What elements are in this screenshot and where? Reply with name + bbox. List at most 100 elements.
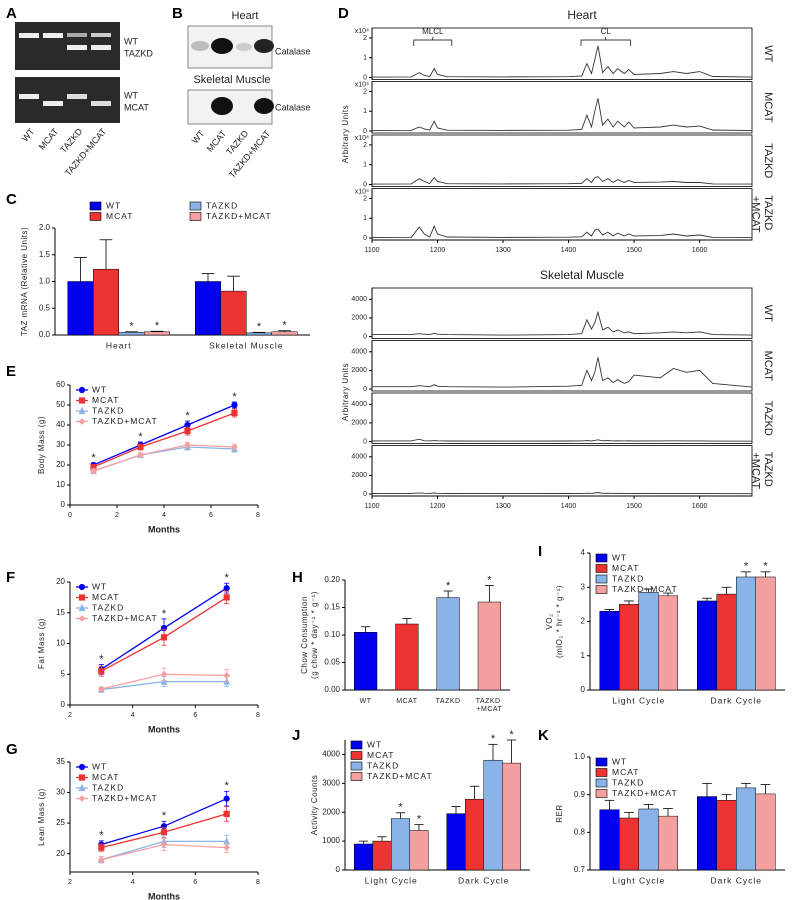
legend-label: WT — [367, 739, 382, 749]
marker — [98, 856, 105, 864]
y-tick-label: 1.0 — [39, 277, 51, 286]
marker — [223, 810, 230, 818]
y-axis-label: Lean Mass (g) — [37, 788, 46, 846]
bar — [716, 593, 737, 691]
x-tick-label: 6 — [193, 712, 197, 719]
significance-star: * — [185, 410, 190, 422]
gel-bottom — [15, 77, 120, 123]
significance-star: * — [398, 802, 403, 814]
y-tick-label: 0.00 — [324, 685, 340, 694]
y-tick-label: 1 — [581, 651, 586, 660]
bar — [658, 595, 678, 691]
x-tick-label: 4 — [162, 512, 166, 519]
y-scale-label: x10⁴ — [355, 188, 369, 195]
lane-label: WT — [20, 126, 37, 144]
x-tick-label: 4 — [131, 879, 135, 886]
bar — [736, 787, 756, 871]
y-tick-label: 1000 — [322, 836, 340, 845]
y-tick-label: 2 — [363, 142, 367, 149]
marker — [160, 634, 168, 641]
y-tick-label: 30 — [56, 788, 65, 797]
spectrum-line — [371, 176, 753, 185]
y-tick-label: 0 — [61, 700, 66, 709]
subplot-frame — [371, 134, 753, 187]
panel-label: J — [292, 727, 300, 744]
y-tick-label: 1 — [363, 215, 367, 222]
blot-skeletal — [187, 89, 274, 125]
y-tick-label: 0 — [363, 181, 367, 188]
legend-label: MCAT — [612, 563, 639, 573]
y-axis-label: Arbitrary Units — [341, 363, 350, 421]
legend-swatch — [595, 768, 608, 777]
x-tick-label: 1500 — [626, 503, 642, 510]
y-tick-label: 2000 — [322, 807, 340, 816]
x-tick-label: 1600 — [692, 503, 708, 510]
significance-star: * — [225, 572, 230, 584]
y-scale-label: x10⁴ — [355, 135, 369, 142]
bar — [755, 576, 776, 691]
annotation-bracket — [580, 37, 631, 46]
bar — [436, 597, 460, 691]
bar — [638, 592, 659, 691]
legend-swatch — [189, 212, 202, 221]
y-tick-label: 0.7 — [574, 865, 586, 874]
panel-label: E — [6, 363, 16, 380]
panel-label: H — [292, 569, 303, 586]
significance-star: * — [129, 321, 134, 333]
band-label: WT — [124, 90, 138, 100]
bar — [67, 281, 94, 336]
legend-swatch — [89, 212, 102, 221]
trace-label: MCAT — [762, 92, 774, 123]
spectrum-line — [371, 45, 753, 78]
y-tick-label: 2.0 — [39, 223, 51, 232]
legend-swatch — [350, 751, 363, 760]
bar — [736, 576, 756, 691]
subplot-frame — [371, 188, 753, 241]
marker — [231, 401, 238, 409]
bar — [619, 604, 639, 691]
annotation-bracket — [413, 37, 453, 46]
legend-label: TAZKD — [612, 573, 644, 583]
x-tick-label: 2 — [68, 879, 72, 886]
series-line — [93, 444, 235, 472]
y-tick-label: 0.05 — [324, 658, 340, 667]
x-tick-label: 8 — [256, 879, 260, 886]
bar — [465, 798, 484, 871]
y-tick-label: 50 — [56, 400, 65, 409]
x-axis-label: Months — [148, 724, 180, 734]
panel-label: C — [6, 191, 17, 208]
significance-star: * — [155, 320, 160, 332]
series-line — [93, 412, 235, 468]
legend-swatch — [350, 772, 363, 781]
x-tick-label: 1400 — [561, 247, 577, 254]
x-tick-label: Heart — [106, 340, 132, 350]
x-tick-label: Light Cycle — [612, 695, 665, 705]
bar — [220, 290, 247, 336]
spectrum-line — [371, 98, 753, 132]
panel-label: G — [6, 741, 18, 758]
legend-label: MCAT — [92, 395, 119, 405]
y-tick-label: 20 — [56, 577, 65, 586]
bar — [354, 632, 378, 691]
subplot-frame — [371, 340, 753, 392]
bar — [599, 610, 620, 691]
legend-label: MCAT — [92, 772, 119, 782]
bar — [697, 796, 717, 871]
chart-title: Heart — [567, 8, 597, 22]
significance-star: * — [282, 320, 287, 332]
panel-label: A — [6, 5, 17, 22]
x-tick-label: MCAT — [396, 698, 418, 705]
spectrum-line — [371, 492, 753, 495]
bar — [483, 759, 503, 871]
legend-label: TAZKD — [206, 200, 238, 210]
trace-label: WT — [762, 45, 774, 62]
legend-marker — [78, 795, 86, 802]
marker — [137, 443, 144, 451]
marker — [231, 409, 238, 417]
y-tick-label: 30 — [56, 440, 65, 449]
legend-marker — [78, 783, 86, 792]
marker — [160, 670, 168, 678]
legend-marker — [78, 603, 86, 612]
significance-star: * — [491, 733, 496, 745]
